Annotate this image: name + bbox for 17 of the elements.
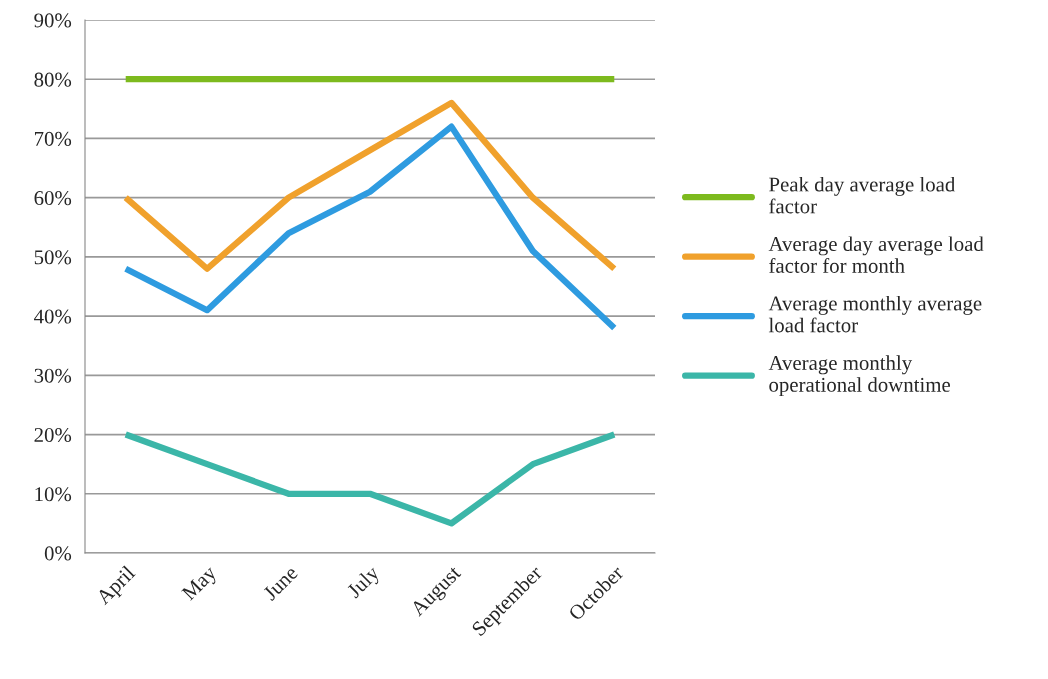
y-tick-label: 70%: [34, 131, 72, 146]
legend-label: Average day average load factor for month: [768, 236, 984, 273]
y-tick-label: 10%: [35, 487, 72, 502]
x-tick-label: May: [181, 564, 221, 605]
y-tick-label: 40%: [34, 309, 72, 324]
x-tick-label: July: [345, 564, 384, 602]
y-tick-label: 50%: [34, 250, 72, 265]
y-tick-label: 20%: [34, 427, 72, 443]
legend-label: Average monthly operational downtime: [768, 355, 950, 397]
y-tick-label: 30%: [34, 368, 72, 383]
y-tick-label: 60%: [34, 191, 72, 206]
y-tick-label: 80%: [34, 72, 72, 87]
legend-label: Average monthly average load factor: [768, 295, 982, 333]
y-tick-label: 90%: [34, 13, 72, 28]
x-tick-label: June: [262, 565, 299, 602]
y-tick-label: 0%: [44, 546, 72, 561]
legend-label: Peak day average load factor: [769, 176, 956, 214]
